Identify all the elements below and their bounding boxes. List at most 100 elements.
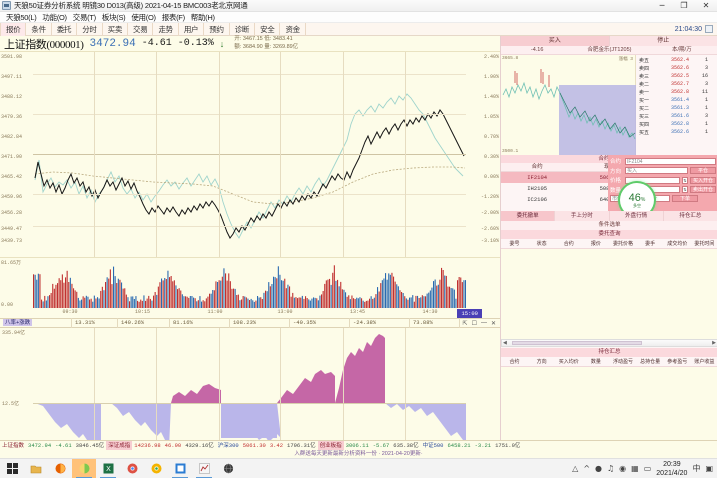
menu-item-6[interactable]: 帮助(H) [188,12,218,23]
tray-ime-icon[interactable]: 中 [692,463,700,474]
order-book-row[interactable]: 买三 3561.6 3 [637,112,717,120]
intraday-plot-area[interactable] [33,52,466,257]
app-active-icon[interactable] [72,459,96,478]
toolbar-tab-8[interactable]: 预约 [204,23,229,36]
menu-item-5[interactable]: 报表(F) [159,12,188,23]
tray-expand-icon[interactable]: △ [572,464,578,473]
taskbar-clock[interactable]: 20:39 2021/4/20 [656,460,687,478]
ticker-name-1[interactable]: 深证成指 [106,441,132,450]
tianlang-icon[interactable] [192,459,216,478]
start-icon[interactable] [0,459,24,478]
tray-app-icon[interactable]: ● [595,464,602,473]
clock-date: 2021/4/20 [656,469,687,478]
panel-minimize-icon[interactable]: — [481,320,487,327]
toolbar-tab-3[interactable]: 分时 [77,23,102,36]
menu-item-1[interactable]: 功能(O) [39,12,69,23]
chrome2-icon[interactable] [144,459,168,478]
trading-tab-buy[interactable]: 买入 [501,36,610,46]
order-direction-select[interactable]: 买入 [625,167,688,174]
index-percent: -0.13% [178,38,214,49]
orders-table-body[interactable] [501,249,717,339]
excel-icon[interactable]: X [96,459,120,478]
show-desktop-icon[interactable]: ▣ [705,464,713,473]
order-book-row[interactable]: 买四 3562.8 1 [637,120,717,128]
maximize-button[interactable]: ❐ [673,0,695,12]
trading-subtab-0[interactable]: -4.16 [501,46,573,54]
order-book-row[interactable]: 卖五 3562.4 1 [637,56,717,64]
ticker-name-0[interactable]: 上证指数 [0,441,26,450]
order-book-row[interactable]: 卖一 3562.8 11 [637,88,717,96]
tray-green-icon[interactable]: ◉ [619,464,626,473]
tray-chevron-up-icon[interactable]: ^ [583,464,590,473]
order-contract-label: 合约 [610,157,623,165]
toolbar-tab-5[interactable]: 交易 [128,23,153,36]
explorer-icon[interactable] [24,459,48,478]
fn-button-3[interactable]: 持仓汇总 [664,211,717,221]
trading-subtab-2[interactable]: 本/期/万 [646,46,717,54]
order-qty-stepper[interactable]: ⇅ [682,186,688,193]
buy-open-button[interactable]: 买入开仓 [690,177,716,184]
menu-item-3[interactable]: 板块(S) [99,12,129,23]
toolbar-tab-0[interactable]: 报价 [0,23,26,36]
tray-network-icon[interactable]: ▦ [631,464,639,473]
scrollbar-thumb[interactable] [512,341,642,345]
ticker-name-4[interactable]: 中证500 [421,441,446,450]
order-book-row[interactable]: 卖二 3562.7 3 [637,80,717,88]
close-button[interactable]: ✕ [695,0,717,12]
order-book[interactable]: 卖五 3562.4 1 卖四 3562.6 3 卖三 3562.5 16 卖二 … [637,55,717,155]
toolbar-tab-1[interactable]: 条件 [26,23,51,36]
mini-intraday-chart[interactable]: 3665.8 3500.1 涨幅 3 [501,55,636,155]
order-book-row[interactable]: 买一 3561.4 1 [637,96,717,104]
trading-tab-stop[interactable]: 停止 [610,36,717,46]
panel-maximize-icon[interactable]: ☐ [472,320,477,327]
trading-subtab-1[interactable]: 合肥金乐(JT1205) [573,46,645,54]
order-price-stepper[interactable]: ⇅ [682,177,688,184]
firefox-icon[interactable] [48,459,72,478]
order-confirm-button[interactable]: 下单 [672,195,698,202]
toolbar-tab-6[interactable]: 走势 [153,23,178,36]
order-contract-input[interactable]: IF2104 [625,158,716,165]
panel-restore-icon[interactable]: ⇱ [463,320,468,327]
menu-item-2[interactable]: 交易(T) [70,12,99,23]
browser-icon[interactable] [216,459,240,478]
panel-close-icon[interactable]: ✕ [491,320,496,327]
contract-code: IH2105 [501,183,573,194]
time-tick-5: 14:30 [422,309,437,315]
book-price: 3562.4 [655,57,689,63]
positions-col-4: 浮动盈亏 [610,357,637,366]
time-axis: 09:30 10:15 11:00 13:00 13:45 14:30 [0,309,500,318]
editor-icon[interactable] [168,459,192,478]
order-close-button[interactable]: 平仓 [690,167,716,174]
order-book-row[interactable]: 买五 3562.6 1 [637,128,717,136]
fn-button-2[interactable]: 外盘行情 [610,211,664,221]
toolbar-tab-11[interactable]: 资金 [280,23,305,36]
toolbar-tab-4[interactable]: 买卖 [103,23,128,36]
volume-chart[interactable]: 81.65万 0.00 [0,257,500,309]
fn-button-0[interactable]: 委托撤单 [501,211,555,221]
ticker-name-2[interactable]: 沪深300 [216,441,241,450]
orders-col-6: 成交均价 [664,239,691,248]
tray-battery-icon[interactable]: ▭ [644,464,652,473]
menu-item-0[interactable]: 天狼50(L) [3,12,39,23]
condition-order-label[interactable]: 条件选单 [501,221,717,230]
toolbar-tab-9[interactable]: 诊断 [230,23,255,36]
order-book-row[interactable]: 卖三 3562.5 16 [637,72,717,80]
tray-sound-icon[interactable]: ♫ [607,464,614,473]
fn-button-1[interactable]: 手上分时 [555,211,609,221]
minimize-button[interactable]: ─ [651,0,673,12]
intraday-chart[interactable]: 3501.98 3497.11 3488.12 3479.36 3482.84 … [0,52,500,257]
network-icon[interactable] [705,25,713,33]
order-book-row[interactable]: 买二 3561.3 1 [637,104,717,112]
orders-horizontal-scrollbar[interactable]: ◀ ▶ [501,339,717,347]
order-book-row[interactable]: 卖四 3562.6 3 [637,64,717,72]
scroll-right-icon[interactable]: ▶ [711,340,717,346]
toolbar-tab-7[interactable]: 用户 [179,23,204,36]
toolbar-tab-2[interactable]: 委托 [52,23,77,36]
chrome-icon[interactable] [120,459,144,478]
sell-open-button[interactable]: 卖出开仓 [690,186,716,193]
menu-item-4[interactable]: 使用(O) [128,12,158,23]
ticker-name-3[interactable]: 创业板指 [318,441,344,450]
toolbar-tab-10[interactable]: 安全 [255,23,280,36]
lowchart-axis-mid: 12.5亿 [2,400,19,407]
scroll-left-icon[interactable]: ◀ [502,340,508,346]
